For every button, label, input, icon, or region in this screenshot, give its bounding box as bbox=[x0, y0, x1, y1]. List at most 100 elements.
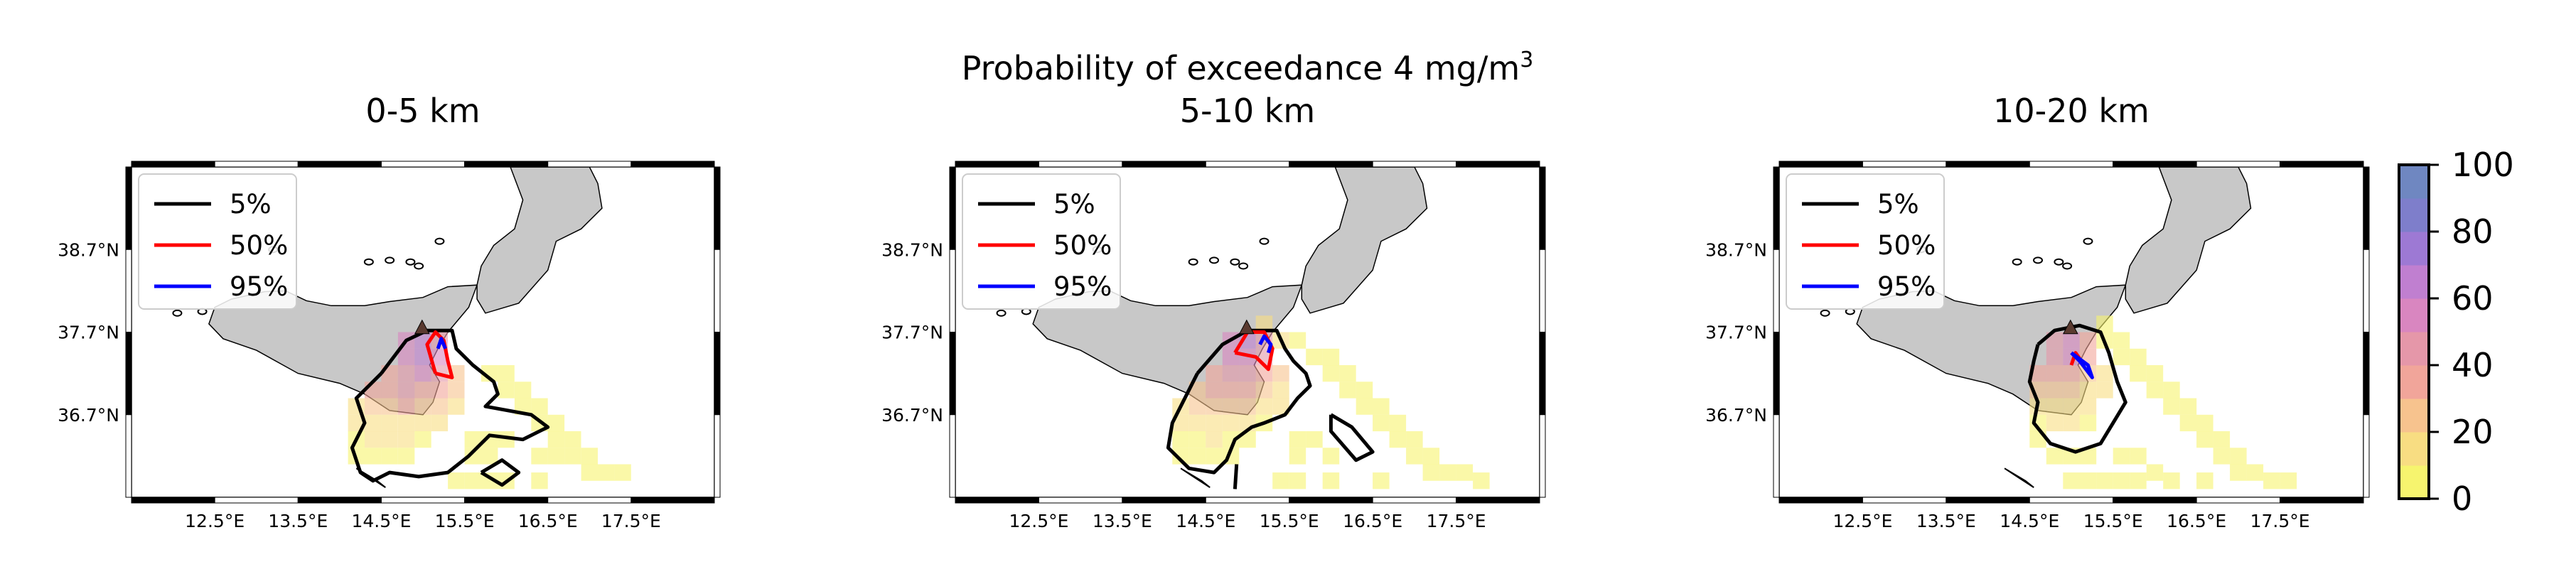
colorbar-segment bbox=[2399, 399, 2429, 433]
probability-cell bbox=[1172, 414, 1189, 432]
frame-segment bbox=[131, 497, 215, 504]
frame-segment bbox=[1122, 497, 1206, 504]
probability-cell bbox=[1222, 414, 1240, 432]
frame-segment bbox=[949, 166, 956, 250]
probability-cell bbox=[1188, 414, 1206, 432]
probability-cell bbox=[514, 381, 532, 399]
probability-cell bbox=[464, 472, 481, 489]
frame-segment bbox=[125, 249, 132, 332]
lon-tick-label: 15.5°E bbox=[1260, 511, 1319, 531]
frame-segment bbox=[1862, 161, 1947, 168]
legend: 5% 50% 95% bbox=[1786, 173, 1945, 310]
frame-segment bbox=[714, 249, 721, 332]
frame-segment bbox=[1038, 497, 1123, 504]
probability-cell bbox=[381, 381, 398, 399]
probability-cell bbox=[414, 431, 431, 448]
contour-5pct bbox=[2027, 323, 2127, 454]
probability-cell bbox=[498, 381, 515, 399]
suptitle-superscript: 3 bbox=[1520, 48, 1533, 72]
frame-segment bbox=[2363, 414, 2370, 498]
probability-cell bbox=[365, 448, 382, 465]
probability-cell bbox=[1422, 448, 1440, 465]
frame-segment bbox=[125, 332, 132, 416]
frame-segment bbox=[1372, 161, 1457, 168]
probability-cell bbox=[1339, 381, 1356, 399]
frame-segment bbox=[949, 414, 956, 498]
probability-cell bbox=[2146, 381, 2164, 399]
frame-segment bbox=[1289, 497, 1373, 504]
colorbar-tick-label: 60 bbox=[2452, 279, 2494, 318]
probability-cell bbox=[464, 431, 481, 448]
lon-tick-label: 13.5°E bbox=[268, 511, 328, 531]
contour-5pct bbox=[1166, 328, 1312, 475]
lon-tick-label: 16.5°E bbox=[2167, 511, 2226, 531]
probability-cell bbox=[1373, 472, 1390, 489]
probability-cell bbox=[498, 365, 515, 382]
probability-cell bbox=[2113, 472, 2130, 489]
map-frame bbox=[1773, 161, 2370, 504]
island-coast bbox=[1259, 237, 1270, 245]
probability-cell bbox=[464, 448, 481, 465]
contour-5pct bbox=[480, 458, 521, 487]
etna-volcano-marker bbox=[1239, 319, 1255, 335]
legend-label: 50% bbox=[1053, 230, 1112, 261]
probability-cell bbox=[365, 414, 382, 432]
lon-tick-label: 12.5°E bbox=[1832, 511, 1892, 531]
probability-cell bbox=[2096, 315, 2113, 332]
contour-95pct bbox=[436, 337, 447, 350]
frame-segment bbox=[1778, 497, 1863, 504]
frame-segment bbox=[630, 497, 715, 504]
frame-segment bbox=[380, 161, 466, 168]
probability-cell bbox=[2113, 332, 2130, 349]
probability-cell bbox=[448, 398, 465, 415]
probability-cell bbox=[1473, 472, 1490, 489]
probability-cell bbox=[1222, 398, 1240, 415]
probability-cell bbox=[1255, 315, 1273, 332]
legend-label: 95% bbox=[230, 271, 288, 302]
probability-cell bbox=[1339, 365, 1356, 382]
probability-cell bbox=[2146, 464, 2164, 481]
island-coast bbox=[1820, 309, 1830, 317]
probability-cell bbox=[531, 398, 548, 415]
probability-cell bbox=[1222, 365, 1240, 382]
frame-segment bbox=[2113, 497, 2197, 504]
frame-segment bbox=[2029, 497, 2114, 504]
probability-cell bbox=[1239, 381, 1256, 399]
lat-tick-label: 38.7°N bbox=[881, 239, 943, 260]
probability-cell bbox=[1272, 398, 1289, 415]
probability-cell bbox=[448, 381, 465, 399]
probability-cell bbox=[2230, 448, 2247, 465]
probability-cell bbox=[2079, 472, 2097, 489]
probability-cell bbox=[2263, 472, 2280, 489]
probability-cell bbox=[381, 431, 398, 448]
lon-tick-label: 16.5°E bbox=[518, 511, 578, 531]
probability-cell bbox=[1255, 332, 1273, 349]
frame-segment bbox=[1122, 161, 1206, 168]
map-frame bbox=[949, 161, 1546, 504]
legend-box bbox=[1786, 173, 1945, 310]
probability-cell bbox=[531, 448, 548, 465]
probability-cell bbox=[2280, 472, 2297, 489]
panel-title: 5-10 km bbox=[1180, 92, 1315, 130]
probability-cell bbox=[2046, 365, 2064, 382]
probability-cell bbox=[397, 448, 415, 465]
probability-cell bbox=[1289, 332, 1306, 349]
probability-cell bbox=[2096, 472, 2113, 489]
panel-title: 0-5 km bbox=[365, 92, 480, 130]
probability-cell bbox=[1356, 398, 1373, 415]
frame-segment bbox=[1205, 497, 1290, 504]
probability-cell bbox=[1422, 464, 1440, 481]
probability-cell bbox=[1456, 464, 1474, 481]
probability-cell bbox=[2179, 398, 2197, 415]
probability-cell bbox=[1206, 448, 1223, 465]
probability-cell bbox=[2046, 348, 2064, 366]
colorbar-outline bbox=[2398, 163, 2430, 500]
probability-cell bbox=[2096, 381, 2113, 399]
probability-cell bbox=[397, 414, 415, 432]
probability-cell bbox=[2196, 414, 2213, 432]
island-coast bbox=[1188, 258, 1198, 266]
lat-tick-label: 37.7°N bbox=[58, 323, 119, 343]
probability-cell bbox=[2113, 348, 2130, 366]
probability-cell bbox=[1439, 464, 1456, 481]
probability-cell bbox=[2113, 448, 2130, 465]
